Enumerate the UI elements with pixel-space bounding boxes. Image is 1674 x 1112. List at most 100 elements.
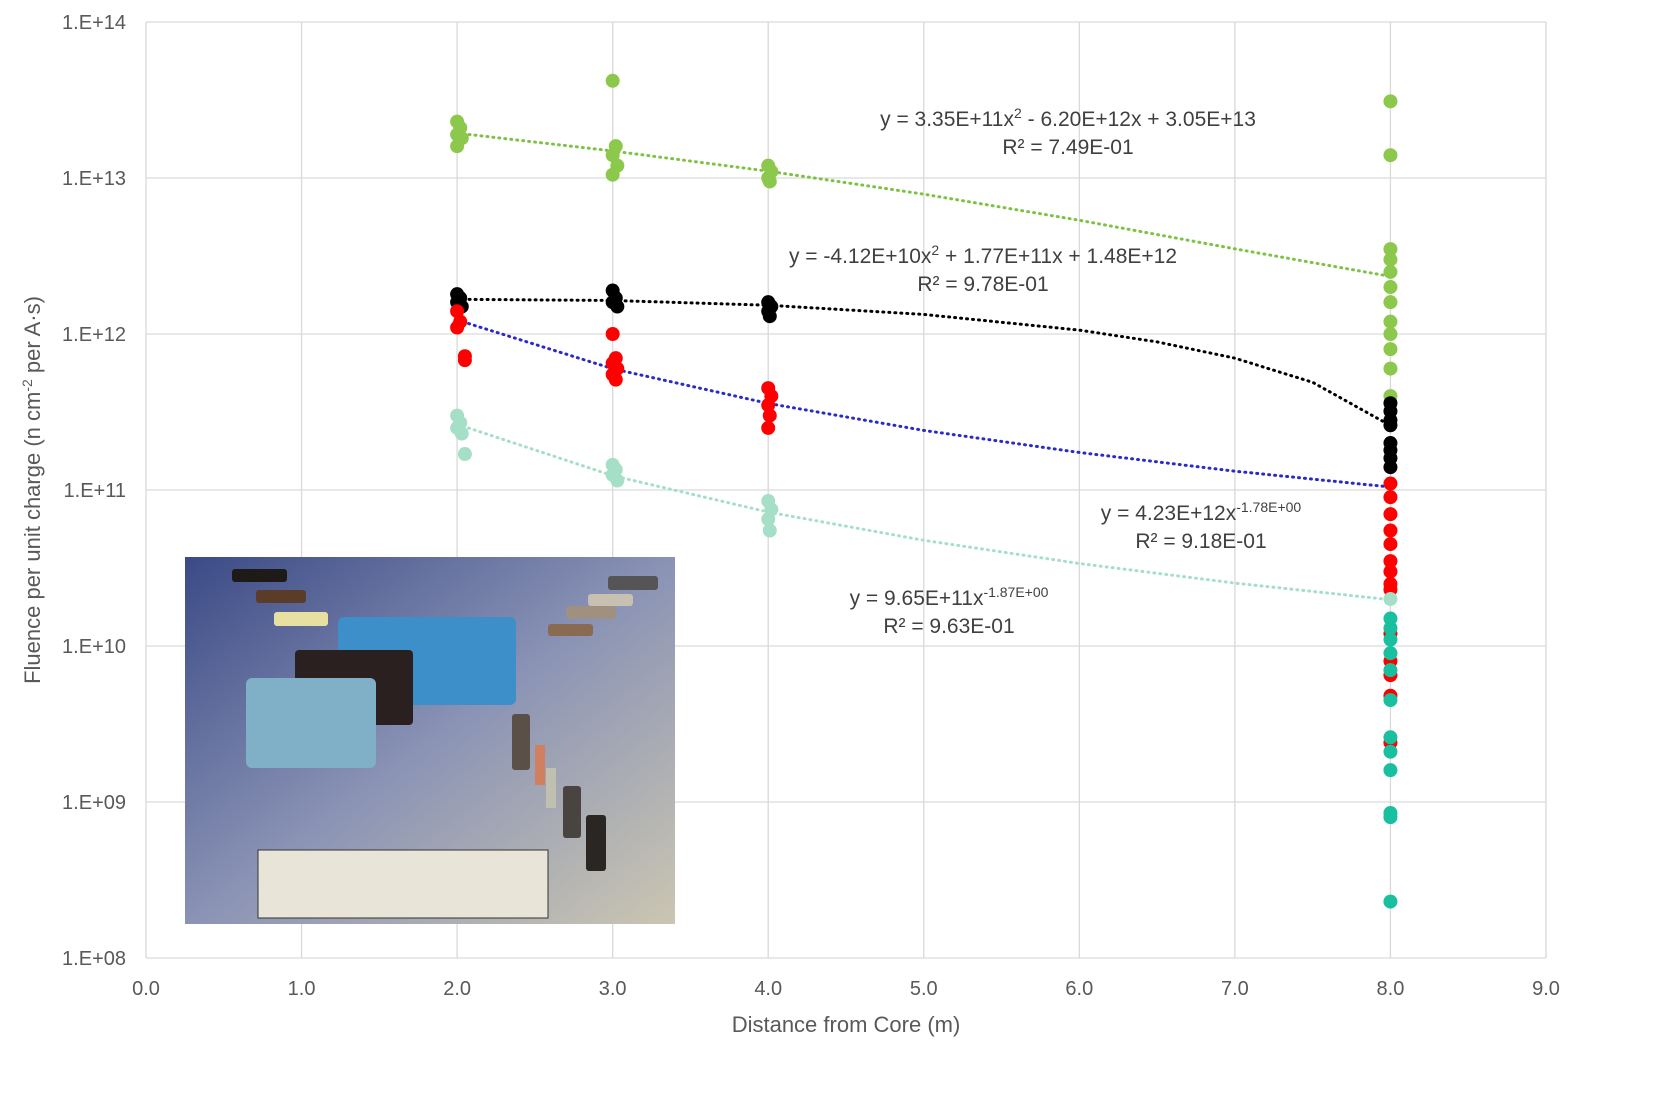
point — [610, 473, 625, 488]
x-tick-label: 4.0 — [754, 978, 782, 1000]
y-tick-label: 1.E+08 — [62, 948, 126, 970]
photo-table — [257, 849, 549, 919]
x-tick-label: 2.0 — [443, 978, 471, 1000]
point — [1383, 94, 1398, 109]
point — [457, 447, 472, 462]
y-tick-label: 1.E+14 — [62, 12, 126, 34]
superscript: -2 — [19, 379, 35, 392]
photo-item — [232, 569, 287, 582]
point — [1383, 418, 1398, 433]
point — [1383, 537, 1398, 552]
photo-item — [535, 745, 545, 785]
point — [1383, 693, 1398, 708]
point — [450, 320, 465, 335]
point — [1383, 554, 1398, 569]
photo-item — [274, 612, 328, 626]
r-squared: R² = 7.49E-01 — [1002, 136, 1133, 159]
point — [1383, 810, 1398, 825]
point — [608, 372, 623, 387]
x-tick-label: 0.0 — [132, 978, 160, 1000]
point — [1383, 894, 1398, 909]
x-tick-label: 6.0 — [1065, 978, 1093, 1000]
point — [1383, 314, 1398, 329]
photo-item — [546, 768, 556, 808]
point — [1383, 730, 1398, 745]
point — [1383, 490, 1398, 505]
point — [1383, 295, 1398, 310]
point — [1383, 621, 1398, 636]
point — [762, 408, 777, 423]
point — [761, 512, 776, 527]
point — [761, 398, 776, 413]
y-tick-label: 1.E+12 — [62, 324, 126, 346]
equation: y = 9.65E+11x-1.87E+00 — [850, 584, 1049, 610]
x-tick-label: 8.0 — [1377, 978, 1405, 1000]
r-squared: R² = 9.18E-01 — [1135, 530, 1266, 553]
point — [605, 167, 620, 182]
point — [1383, 646, 1398, 661]
photo-item — [563, 786, 581, 838]
point — [1383, 632, 1398, 647]
x-tick-label: 9.0 — [1532, 978, 1560, 1000]
point — [454, 426, 469, 441]
photo-item — [246, 678, 376, 768]
superscript: 2 — [931, 242, 939, 258]
photo-item — [256, 590, 306, 603]
equation: y = -4.12E+10x2 + 1.77E+11x + 1.48E+12 — [789, 242, 1177, 268]
point — [1383, 327, 1398, 341]
point — [1383, 361, 1398, 376]
photo-item — [548, 624, 593, 636]
equation: y = 4.23E+12x-1.78E+00 — [1101, 499, 1302, 525]
point — [762, 309, 777, 324]
equation-part: - 6.20E+12x + 3.05E+13 — [1022, 108, 1256, 131]
point — [1383, 611, 1398, 626]
x-tick-label: 7.0 — [1221, 978, 1249, 1000]
x-tick-label: 3.0 — [599, 978, 627, 1000]
equation-part: y = -4.12E+10x — [789, 245, 932, 268]
superscript: 2 — [1014, 105, 1022, 121]
y-axis-title: Fluence per unit charge (n cm-2 per A·s) — [19, 296, 45, 684]
point — [605, 73, 620, 88]
point — [1383, 148, 1398, 163]
annotations: y = 3.35E+11x2 - 6.20E+12x + 3.05E+13R² … — [789, 105, 1301, 638]
superscript: -1.78E+00 — [1236, 499, 1301, 515]
point — [1383, 460, 1398, 475]
point — [1383, 280, 1398, 295]
x-axis-title: Distance from Core (m) — [732, 1012, 961, 1037]
point — [1383, 763, 1398, 778]
equation-part: y = 3.35E+11x — [880, 108, 1014, 131]
points — [450, 73, 1398, 909]
r-squared: R² = 9.63E-01 — [883, 615, 1014, 638]
point — [1383, 507, 1398, 522]
point — [761, 420, 776, 435]
point — [762, 523, 777, 538]
equation: y = 3.35E+11x2 - 6.20E+12x + 3.05E+13 — [880, 105, 1256, 131]
point — [1383, 342, 1398, 357]
x-tick-label: 1.0 — [288, 978, 316, 1000]
photo-item — [586, 815, 606, 871]
photo-item — [588, 594, 633, 606]
equation-part: y = 4.23E+12x — [1101, 502, 1237, 525]
superscript: -1.87E+00 — [983, 584, 1048, 600]
point — [1383, 744, 1398, 759]
equation-part: y = 9.65E+11x — [850, 587, 984, 610]
point — [762, 174, 777, 189]
label-part: Fluence per unit charge (n cm — [20, 392, 45, 684]
photo-item — [566, 606, 616, 619]
point — [605, 327, 620, 341]
photo-item — [608, 576, 658, 590]
x-tick-label: 5.0 — [910, 978, 938, 1000]
point — [1383, 592, 1398, 607]
point — [1383, 252, 1398, 267]
point — [610, 299, 625, 314]
trendline — [455, 297, 1392, 428]
point — [1383, 264, 1398, 279]
point — [605, 148, 620, 163]
photo-item — [512, 714, 530, 770]
y-tick-label: 1.E+13 — [62, 168, 126, 190]
equation-part: + 1.77E+11x + 1.48E+12 — [939, 245, 1177, 268]
point — [1383, 663, 1398, 678]
point — [450, 139, 465, 154]
r-squared: R² = 9.78E-01 — [917, 273, 1048, 296]
